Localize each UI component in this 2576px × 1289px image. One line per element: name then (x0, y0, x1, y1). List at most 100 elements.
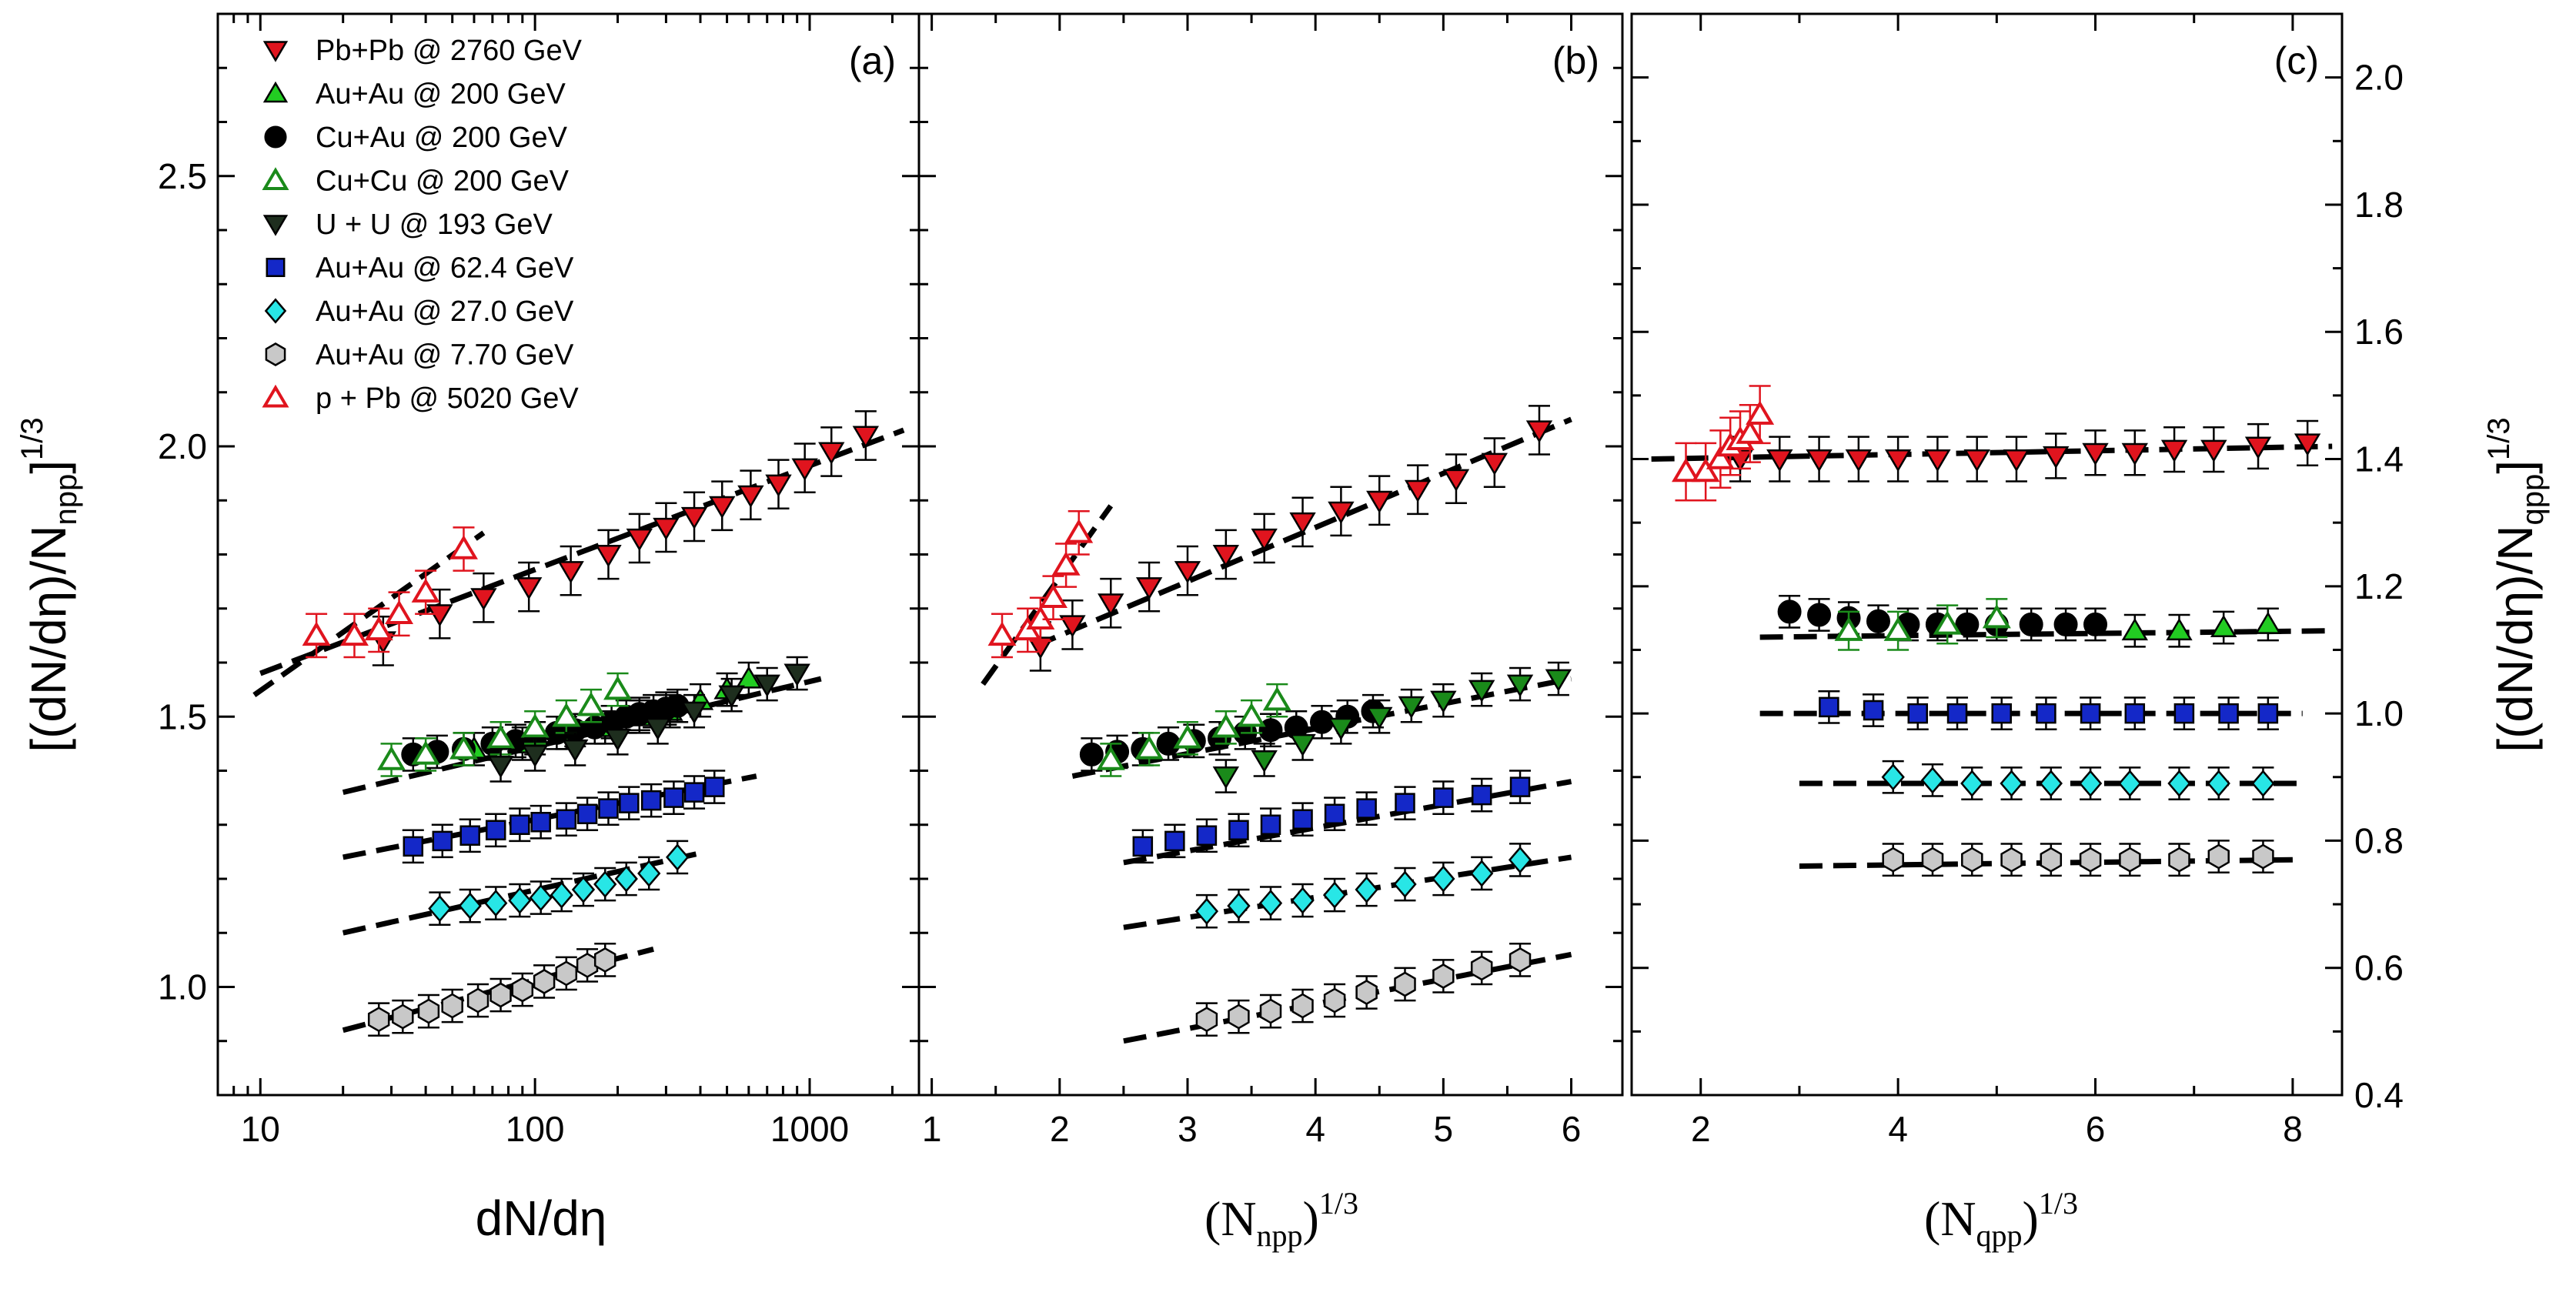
data-point (1196, 825, 1218, 847)
data-point (426, 604, 453, 627)
data-point (1921, 847, 1944, 873)
data-point (2252, 843, 2274, 870)
data-point (1470, 955, 1493, 981)
series (487, 656, 810, 783)
data-point (593, 947, 616, 973)
data-point (302, 621, 331, 646)
data-point (2121, 617, 2148, 641)
data-point (466, 987, 489, 1014)
data-point (1920, 766, 1945, 794)
fit-line (1123, 779, 1572, 866)
plot-frame (1630, 12, 2344, 1097)
data-point (2043, 446, 2070, 469)
legend-marker (265, 342, 286, 366)
data-point (1174, 561, 1201, 584)
data-point (367, 1007, 390, 1033)
data-point (459, 825, 480, 847)
y-tick-label: 2.5 (158, 156, 207, 196)
data-point (1394, 971, 1416, 997)
data-point (1096, 746, 1125, 770)
x-tick-label: 2 (1691, 1109, 1711, 1149)
y-tick-label: 1.4 (2354, 439, 2404, 479)
data-point (1355, 980, 1378, 1005)
data-point (486, 724, 516, 749)
data-point (1260, 814, 1281, 835)
x-tick-label: 8 (2283, 1109, 2303, 1149)
legend-marker (262, 384, 289, 408)
x-tick-label: 4 (1305, 1109, 1325, 1149)
data-point (1907, 703, 1929, 724)
data-point (1258, 718, 1283, 743)
data-point (377, 746, 406, 770)
data-point (1470, 860, 1494, 887)
data-point (1328, 501, 1355, 525)
data-point (2257, 703, 2279, 724)
data-point (1982, 603, 2011, 629)
series (1818, 690, 2279, 731)
data-point (2173, 703, 2195, 724)
data-point (2019, 612, 2043, 636)
x-axis-title-a: dN/dη (476, 1190, 607, 1246)
data-point (1324, 803, 1345, 824)
data-point (1509, 947, 1532, 973)
y-tick-label: 1.8 (2354, 185, 2404, 225)
fit-lines (1651, 443, 2333, 869)
data-point (576, 803, 598, 824)
data-point (417, 998, 440, 1024)
data-point (576, 692, 606, 716)
y-tick-label: 0.6 (2354, 948, 2404, 988)
data-point (1924, 449, 1951, 473)
data-point (666, 843, 690, 871)
x-tick-label: 5 (1434, 1109, 1454, 1149)
data-point (1323, 987, 1346, 1014)
data-point (552, 703, 581, 727)
data-point (1432, 865, 1455, 893)
legend-label: Au+Au @ 200 GeV (316, 78, 566, 111)
data-point (737, 485, 764, 508)
data-point (550, 881, 573, 909)
data-point (1079, 742, 1104, 766)
fit-line (252, 530, 486, 698)
x-tick-label: 2 (1050, 1109, 1070, 1149)
data-point (709, 496, 736, 519)
data-point (1884, 449, 1912, 473)
axis-titles: dN/dη (Nnpp)1/3 (Nqpp)1/3 [(dN/dη)/Nnpp]… (15, 417, 2550, 1253)
legend-label: Cu+Cu @ 200 GeV (316, 165, 570, 198)
series (1212, 661, 1572, 793)
data-point (556, 809, 577, 830)
data-point (1291, 887, 1315, 914)
data-point (1468, 680, 1495, 703)
data-point (2124, 703, 2146, 724)
data-point (364, 616, 393, 641)
x-tick-label: 10 (241, 1109, 280, 1149)
data-point (1038, 583, 1067, 608)
series (1672, 385, 1775, 502)
data-point (1228, 820, 1249, 841)
data-point (529, 883, 553, 912)
series (1834, 598, 2011, 651)
data-point (595, 545, 622, 568)
data-point (530, 811, 551, 833)
data-point (1309, 710, 1334, 734)
data-point (1746, 400, 1775, 425)
data-point (2118, 770, 2142, 797)
data-point (1933, 610, 1962, 635)
legend-label: U + U @ 193 GeV (316, 209, 553, 241)
data-point (2254, 611, 2282, 634)
data-point (1212, 545, 1240, 568)
series (377, 672, 633, 777)
data-point (1164, 830, 1185, 852)
data-point (987, 621, 1017, 646)
data-point (1366, 706, 1393, 730)
data-point (1471, 784, 1492, 806)
data-point (1883, 616, 1913, 641)
data-point (1251, 750, 1278, 773)
data-point (603, 675, 633, 700)
data-point (1258, 889, 1283, 917)
data-point (392, 1003, 414, 1030)
data-point (1251, 528, 1278, 552)
data-point (619, 793, 640, 813)
data-point (411, 578, 440, 603)
data-point (2078, 770, 2103, 797)
data-point (2167, 770, 2191, 797)
